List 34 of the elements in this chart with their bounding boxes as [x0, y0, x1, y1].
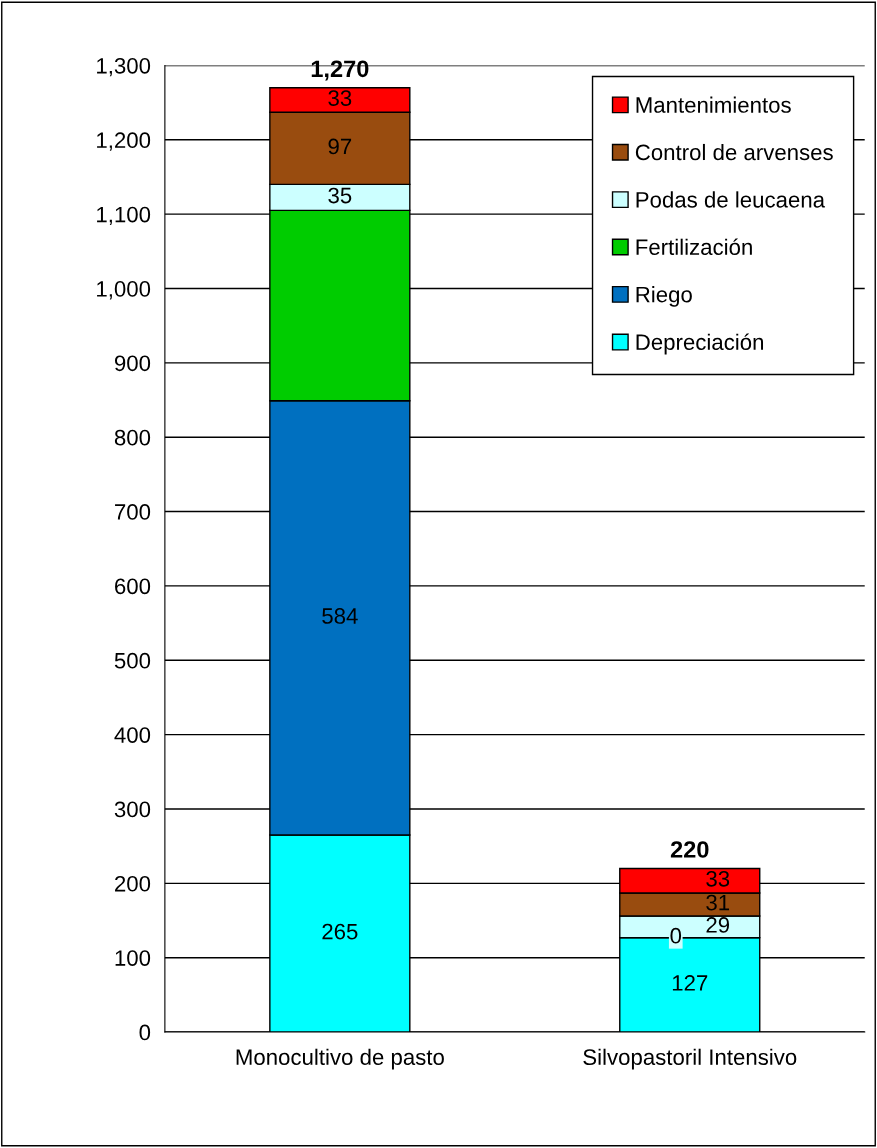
data-label: 584	[322, 608, 358, 624]
y-tick-label: 100	[115, 950, 151, 966]
y-tick-label: 400	[114, 727, 151, 743]
data-label: 31	[706, 894, 730, 911]
total-label: 1,270	[311, 60, 369, 81]
y-tick-label: 700	[115, 504, 151, 520]
y-tick-label: 0	[139, 1024, 151, 1041]
data-label: 265	[322, 923, 358, 940]
data-label: 127	[672, 975, 708, 991]
data-label: 33	[706, 870, 730, 887]
data-label: 97	[328, 138, 352, 155]
x-tick-label: Monocultivo de pasto	[236, 1048, 444, 1070]
data-label: 35	[328, 187, 352, 204]
total-label: 220	[670, 841, 709, 858]
y-tick-label: 1,100	[97, 206, 151, 226]
y-tick-label: 1,000	[97, 281, 151, 300]
data-label: 33	[328, 90, 352, 106]
y-tick-label: 1,200	[97, 132, 151, 151]
legend-label: Control de arvenses	[635, 143, 833, 161]
legend-label: Podas de leucaena	[636, 191, 826, 208]
legend-label: Riego	[636, 286, 692, 307]
y-tick-label: 800	[114, 429, 151, 446]
y-tick-label: 300	[114, 801, 151, 818]
legend-label: Depreciación	[636, 333, 764, 355]
y-tick-label: 200	[115, 875, 151, 892]
legend-label: Mantenimientos	[636, 96, 791, 113]
data-label: 0	[670, 927, 682, 944]
x-tick-label: Silvopastoril Intensivo	[583, 1048, 797, 1070]
y-tick-label: 1,300	[97, 57, 151, 77]
data-label: 29	[706, 917, 730, 933]
legend-label: Fertilización	[636, 238, 752, 256]
y-tick-label: 900	[114, 355, 151, 372]
y-tick-label: 500	[114, 652, 151, 669]
y-tick-label: 600	[115, 578, 151, 595]
